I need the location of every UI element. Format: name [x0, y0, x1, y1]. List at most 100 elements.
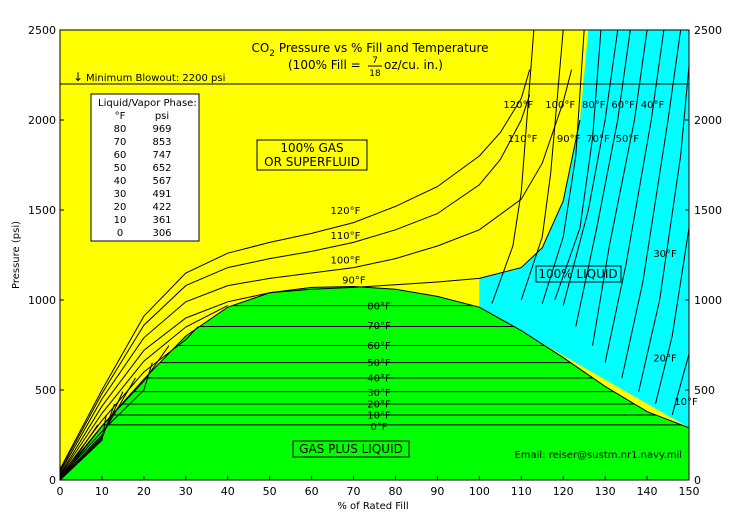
- plot-frame: [59, 29, 690, 481]
- minimum-blowout-annotation: ↓ Minimum Blowout: 2200 psi: [73, 70, 225, 84]
- series-line-2: [60, 69, 573, 474]
- gas-region-text-1: 100% GAS: [280, 141, 343, 155]
- phase-table-temp: 30: [114, 189, 127, 200]
- phase-table-header-psi: psi: [155, 111, 169, 122]
- y-tick-label-right: 500: [694, 384, 715, 397]
- curve-label-12: 0°F: [370, 422, 387, 433]
- phase-table-psi: 491: [152, 189, 171, 200]
- series-line-7: [60, 362, 153, 479]
- phase-table-temp: 0: [117, 228, 123, 239]
- phase-table: Liquid/Vapor Phase: °F psi 80 969 70 853 60 7…: [90, 93, 200, 242]
- curve-label-6: 60°F: [367, 341, 391, 352]
- curve-label-5: 70°F: [367, 321, 391, 332]
- y-axis-label: Pressure (psi): [11, 221, 22, 289]
- y-tick-label-left: 0: [49, 474, 56, 487]
- subtitle-suffix: oz/cu. in.): [384, 58, 443, 72]
- chart-title: CO2 Pressure vs % Fill and Temperature: [251, 41, 488, 59]
- upper-curve-label-1: 100°F: [545, 100, 575, 111]
- y-tick-label-left: 500: [35, 384, 56, 397]
- phase-table-box: [90, 93, 200, 242]
- series-line-1: [60, 94, 531, 472]
- curve-label-2: 100°F: [331, 256, 361, 267]
- x-tick-label: 120: [553, 485, 574, 498]
- mixed-region-label: GAS PLUS LIQUID: [292, 440, 410, 458]
- subtitle-denominator: 18: [369, 69, 381, 79]
- liquid-region-box: [535, 265, 622, 283]
- liquid-line-11: [671, 353, 689, 416]
- liquid-line-2: [541, 30, 585, 304]
- phase-table-temp: 80: [114, 124, 127, 135]
- curve-label-1: 110°F: [331, 231, 361, 242]
- phase-table-temp: 10: [114, 215, 127, 226]
- series-line-6: [60, 345, 170, 478]
- y-tick-label-right: 2000: [694, 114, 722, 127]
- phase-table-psi: 567: [152, 176, 171, 187]
- email-label: Email: reiser@sustm.nr1.navy.mil: [514, 450, 682, 461]
- curve-label-4: 80°F: [367, 301, 391, 312]
- x-tick-label: 90: [430, 485, 444, 498]
- chart-subtitle: (100% Fill = 7 18 oz/cu. in.): [288, 56, 443, 79]
- x-tick-label: 10: [95, 485, 109, 498]
- phase-table-temp: 40: [114, 176, 127, 187]
- mixed-region: [60, 286, 689, 480]
- upper-curve-label-10: 20°F: [653, 354, 677, 365]
- series-line-8: [60, 377, 136, 480]
- x-tick-label: 30: [179, 485, 193, 498]
- phase-table-psi: 361: [152, 215, 171, 226]
- liquid-region-label: 100% LIQUID: [535, 265, 622, 283]
- x-tick-label: 80: [388, 485, 402, 498]
- upper-curve-label-8: 50°F: [616, 134, 640, 145]
- x-tick-label: 100: [469, 485, 490, 498]
- liquid-line-5: [575, 30, 631, 327]
- saturation-dome-line: [59, 285, 690, 481]
- phase-table-header-temp: °F: [115, 111, 126, 122]
- upper-curve-label-3: 60°F: [611, 100, 635, 111]
- phase-table-psi: 422: [152, 202, 171, 213]
- upper-curve-label-4: 40°F: [641, 100, 665, 111]
- x-tick-label: 140: [637, 485, 658, 498]
- upper-curve-label-0: 120°F: [503, 100, 533, 111]
- liquid-line-1: [520, 30, 564, 301]
- liquid-line-0: [491, 30, 535, 304]
- x-tick-label: 150: [679, 485, 700, 498]
- phase-table-psi: 306: [152, 228, 171, 239]
- curve-label-10: 20°F: [367, 400, 391, 411]
- mixed-region-text: GAS PLUS LIQUID: [299, 442, 403, 456]
- x-tick-label: 70: [347, 485, 361, 498]
- y-tick-label-right: 2500: [694, 24, 722, 37]
- mixed-region-box: [292, 440, 410, 458]
- y-tick-label-right: 0: [694, 474, 701, 487]
- liquid-region-text: 100% LIQUID: [538, 267, 617, 281]
- curve-label-11: 10°F: [367, 410, 391, 421]
- gas-region-box: [256, 139, 368, 171]
- phase-table-rows: 80 969 70 853 60 747 50 652 40 567 30 491 20 422 10 361…: [114, 124, 172, 239]
- x-tick-label: 50: [263, 485, 277, 498]
- x-tick-label: 60: [305, 485, 319, 498]
- series-line-11: [60, 414, 107, 480]
- y-tick-label-right: 1000: [694, 294, 722, 307]
- liquid-line-6: [592, 30, 648, 346]
- upper-curve-label-2: 80°F: [582, 100, 606, 111]
- series-line-4: [60, 305, 228, 476]
- liquid-line-8: [621, 30, 682, 379]
- liquid-region: [479, 30, 689, 428]
- y-tick-label-left: 2000: [28, 114, 56, 127]
- upper-curve-label-5: 110°F: [508, 134, 538, 145]
- phase-table-psi: 747: [152, 150, 171, 161]
- series-line-0: [60, 69, 531, 470]
- x-tick-label: 130: [595, 485, 616, 498]
- upper-curve-label-7: 70°F: [586, 134, 610, 145]
- curve-label-7: 50°F: [367, 358, 391, 369]
- y-tick-label-right: 1500: [694, 204, 722, 217]
- liquid-line-9: [638, 65, 689, 392]
- gas-region-text-2: OR SUPERFLUID: [264, 155, 360, 169]
- minimum-blowout-label: Minimum Blowout: 2200 psi: [86, 73, 225, 84]
- curve-label-8: 40°F: [367, 373, 391, 384]
- liquid-line-4: [562, 30, 619, 306]
- phase-table-psi: 969: [152, 124, 171, 135]
- phase-table-temp: 60: [114, 150, 127, 161]
- down-arrow-icon: ↓: [73, 70, 83, 84]
- phase-table-temp: 70: [114, 137, 127, 148]
- series-line-3: [60, 119, 581, 475]
